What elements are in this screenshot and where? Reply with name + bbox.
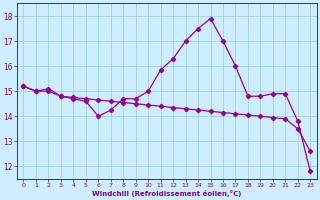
X-axis label: Windchill (Refroidissement éolien,°C): Windchill (Refroidissement éolien,°C)	[92, 190, 242, 197]
